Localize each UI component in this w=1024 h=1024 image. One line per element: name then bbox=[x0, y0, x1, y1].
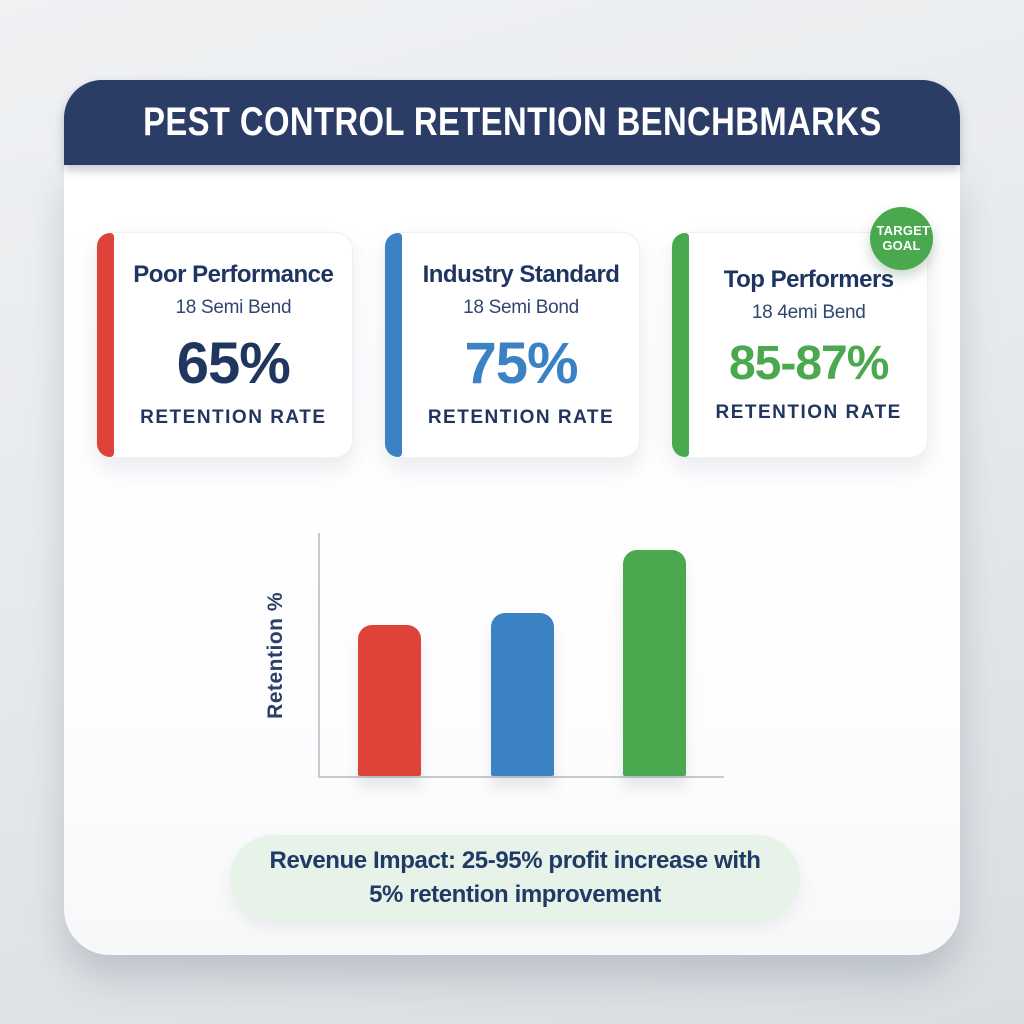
card-subtitle: 18 Semi Bend bbox=[175, 297, 292, 318]
bar-plot bbox=[318, 533, 724, 778]
card-top-performers: Top Performers 18 4emi Bend 85-87% RETEN… bbox=[671, 232, 929, 458]
target-goal-badge-text: TARGET GOAL bbox=[876, 222, 931, 253]
retention-value: 75% bbox=[464, 331, 578, 396]
y-axis-label-box: Retention % bbox=[254, 533, 298, 778]
revenue-impact-text: Revenue Impact: 25-95% profit increase w… bbox=[269, 847, 761, 908]
y-axis-label: Retention % bbox=[264, 592, 287, 719]
card-subtitle: 18 4emi Bend bbox=[751, 302, 866, 323]
stat-cards-row: Poor Performance 18 Semi Bend 65% RETENT… bbox=[96, 207, 933, 458]
card-title: Poor Performance bbox=[133, 261, 334, 288]
bar-poor-performance bbox=[358, 625, 421, 776]
retention-rate-label: RETENTION RATE bbox=[140, 407, 327, 428]
retention-value: 65% bbox=[176, 331, 291, 396]
panel-body: Poor Performance 18 Semi Bend 65% RETENT… bbox=[64, 165, 960, 955]
retention-value: 85-87% bbox=[728, 337, 889, 390]
bar-industry-standard bbox=[490, 613, 554, 776]
benchmark-panel: PEST CONTROL RETENTION BENCHBMARKS Poor … bbox=[64, 80, 960, 955]
bar-top-performers bbox=[623, 550, 686, 776]
panel-header: PEST CONTROL RETENTION BENCHBMARKS bbox=[64, 80, 960, 165]
card-title: Top Performers bbox=[723, 266, 894, 293]
retention-rate-label: RETENTION RATE bbox=[427, 407, 615, 428]
card-industry-standard: Industry Standard 18 Semi Bond 75% RETEN… bbox=[383, 232, 641, 458]
retention-rate-label: RETENTION RATE bbox=[715, 402, 902, 423]
card-title: Industry Standard bbox=[422, 261, 620, 288]
card-accent-bar bbox=[97, 233, 114, 457]
target-goal-badge: TARGET GOAL bbox=[870, 207, 933, 270]
revenue-impact-note: Revenue Impact: 25-95% profit increase w… bbox=[230, 835, 800, 921]
card-subtitle: 18 Semi Bond bbox=[463, 297, 579, 318]
card-poor-performance: Poor Performance 18 Semi Bend 65% RETENT… bbox=[96, 232, 353, 458]
page-title: PEST CONTROL RETENTION BENCHBMARKS bbox=[142, 100, 882, 144]
card-accent-bar bbox=[672, 233, 690, 457]
card-accent-bar bbox=[384, 233, 402, 457]
